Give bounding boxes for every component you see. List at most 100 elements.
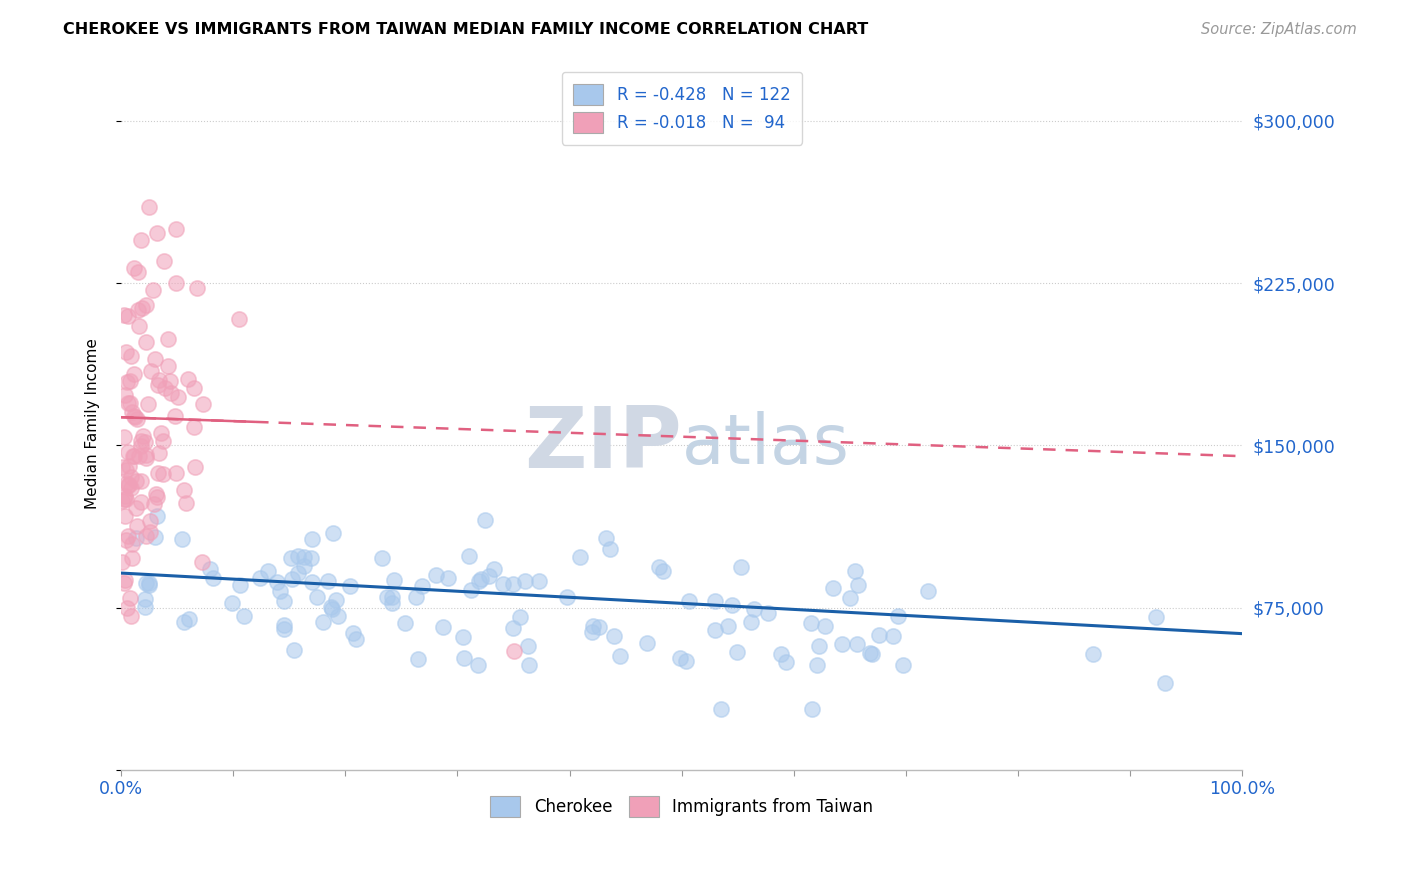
- Point: [595, 532, 617, 546]
- Point: [117, 309, 139, 323]
- Point: [146, 508, 169, 523]
- Point: [191, 397, 214, 411]
- Point: [120, 349, 142, 363]
- Point: [177, 372, 200, 386]
- Point: [124, 409, 146, 424]
- Point: [134, 592, 156, 607]
- Point: [375, 590, 398, 604]
- Point: [846, 637, 869, 651]
- Point: [124, 450, 146, 464]
- Point: [273, 622, 295, 636]
- Point: [831, 637, 853, 651]
- Point: [136, 397, 159, 411]
- Point: [730, 559, 752, 574]
- Point: [170, 532, 193, 546]
- Point: [120, 374, 142, 388]
- Point: [307, 590, 329, 604]
- Point: [527, 574, 550, 588]
- Point: [492, 576, 515, 591]
- Point: [555, 590, 578, 604]
- Point: [129, 434, 152, 448]
- Point: [509, 610, 531, 624]
- Point: [118, 396, 141, 410]
- Point: [159, 374, 181, 388]
- Point: [588, 620, 610, 634]
- Point: [117, 529, 139, 543]
- Point: [382, 574, 405, 588]
- Point: [411, 579, 433, 593]
- Point: [720, 598, 742, 612]
- Point: [394, 616, 416, 631]
- Point: [451, 630, 474, 644]
- Point: [120, 470, 142, 484]
- Point: [121, 404, 143, 418]
- Point: [478, 568, 501, 582]
- Point: [221, 596, 243, 610]
- Point: [582, 619, 605, 633]
- Point: [517, 657, 540, 672]
- Point: [114, 508, 136, 523]
- Point: [425, 568, 447, 582]
- Point: [138, 200, 160, 214]
- Point: [917, 584, 939, 599]
- Point: [371, 551, 394, 566]
- Point: [502, 576, 524, 591]
- Point: [457, 549, 479, 563]
- Point: [256, 565, 278, 579]
- Point: [138, 524, 160, 539]
- Point: [710, 702, 733, 716]
- Point: [146, 490, 169, 504]
- Point: [432, 620, 454, 634]
- Point: [470, 572, 492, 586]
- Point: [114, 308, 136, 322]
- Point: [114, 492, 136, 507]
- Point: [406, 651, 429, 665]
- Point: [184, 459, 207, 474]
- Point: [165, 276, 187, 290]
- Point: [143, 497, 166, 511]
- Point: [202, 571, 225, 585]
- Point: [191, 555, 214, 569]
- Point: [725, 645, 748, 659]
- Legend: Cherokee, Immigrants from Taiwan: Cherokee, Immigrants from Taiwan: [484, 789, 880, 824]
- Point: [115, 476, 138, 491]
- Point: [112, 492, 135, 507]
- Point: [228, 312, 250, 326]
- Point: [273, 594, 295, 608]
- Point: [121, 551, 143, 566]
- Point: [453, 651, 475, 665]
- Point: [122, 260, 145, 275]
- Point: [1144, 610, 1167, 624]
- Point: [603, 629, 626, 643]
- Point: [156, 359, 179, 373]
- Point: [283, 643, 305, 657]
- Point: [183, 381, 205, 395]
- Point: [1153, 676, 1175, 690]
- Point: [326, 609, 349, 624]
- Point: [678, 593, 700, 607]
- Point: [183, 420, 205, 434]
- Point: [756, 606, 779, 620]
- Point: [344, 632, 367, 647]
- Point: [233, 608, 256, 623]
- Point: [273, 618, 295, 632]
- Point: [474, 513, 496, 527]
- Point: [292, 550, 315, 565]
- Point: [652, 565, 675, 579]
- Point: [299, 551, 322, 566]
- Point: [882, 629, 904, 643]
- Point: [112, 575, 135, 590]
- Point: [846, 578, 869, 592]
- Point: [637, 636, 659, 650]
- Point: [165, 222, 187, 236]
- Point: [703, 594, 725, 608]
- Text: Source: ZipAtlas.com: Source: ZipAtlas.com: [1201, 22, 1357, 37]
- Point: [342, 626, 364, 640]
- Point: [127, 303, 149, 318]
- Point: [148, 446, 170, 460]
- Point: [321, 602, 343, 616]
- Point: [121, 537, 143, 551]
- Point: [145, 487, 167, 501]
- Point: [160, 385, 183, 400]
- Point: [516, 639, 538, 653]
